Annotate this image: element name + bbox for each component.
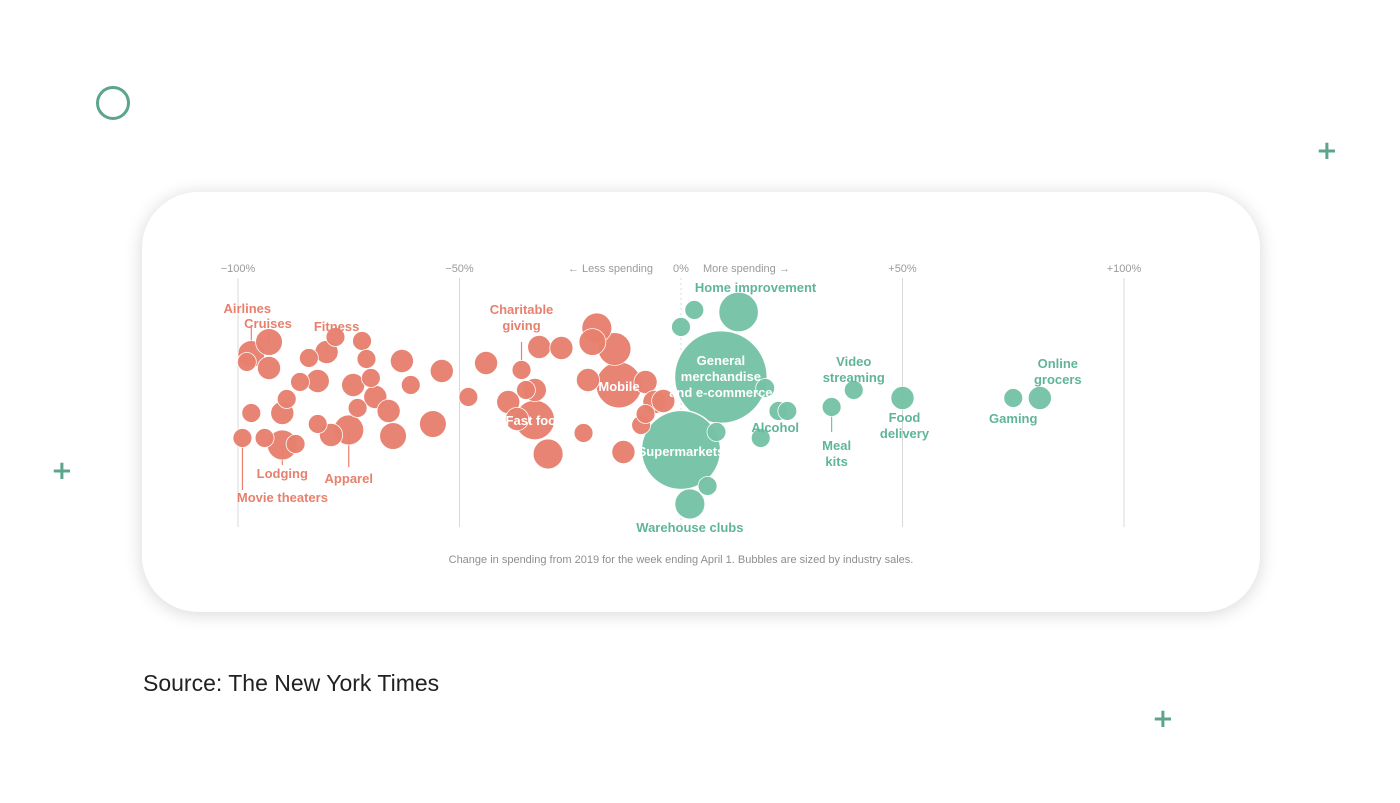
- data-label: giving: [502, 318, 540, 333]
- bubble-food-delivery: [890, 385, 915, 411]
- bubble-meal-kits: [821, 397, 842, 417]
- bubble: [254, 428, 275, 448]
- bubble: [257, 355, 282, 381]
- bubble: [325, 327, 346, 347]
- source-caption: Source: The New York Times: [143, 670, 440, 696]
- bubble-gaming: [1003, 388, 1024, 408]
- bubble: [633, 369, 658, 395]
- bubble: [290, 372, 310, 392]
- data-label: Meal: [822, 438, 851, 453]
- bubble: [236, 352, 257, 372]
- data-label: Gaming: [989, 411, 1037, 426]
- data-label: Online: [1038, 356, 1078, 371]
- bubble: [527, 334, 552, 360]
- bubble: [458, 387, 479, 407]
- data-label: Fast food: [506, 413, 565, 428]
- bubble: [352, 331, 372, 351]
- bubble-charitable-giving: [511, 360, 532, 380]
- bubble: [684, 300, 705, 320]
- bubble: [532, 438, 564, 470]
- bubble: [573, 423, 594, 443]
- plus-icon: +: [1316, 136, 1338, 166]
- bubble: [379, 422, 407, 450]
- data-label: Home improvement: [695, 280, 817, 295]
- bubble: [578, 328, 607, 356]
- bubble-supermarkets: [640, 409, 722, 491]
- data-label: Charitable: [490, 302, 554, 317]
- data-label: grocers: [1034, 372, 1082, 387]
- data-label: kits: [825, 454, 847, 469]
- bubble: [419, 410, 447, 438]
- data-label: Airlines: [223, 301, 271, 316]
- plus-icon: +: [51, 456, 73, 486]
- data-label: delivery: [880, 426, 930, 441]
- data-label: Video: [836, 354, 871, 369]
- data-label: merchandise: [681, 369, 761, 384]
- x-tick-label: +100%: [1107, 263, 1142, 275]
- bubble: [429, 358, 454, 384]
- bubble: [285, 434, 306, 454]
- bubble-home-improvement: [717, 291, 760, 333]
- x-tick-label: +50%: [888, 263, 917, 275]
- bubble: [516, 380, 536, 400]
- bubble: [575, 367, 600, 393]
- bubble: [299, 348, 319, 368]
- bubble: [611, 439, 636, 465]
- bubble-alcohol: [755, 378, 776, 398]
- decorative-circle: [96, 86, 130, 120]
- bubble: [400, 375, 421, 395]
- x-tick-label: −100%: [221, 263, 256, 275]
- data-label: Alcohol: [751, 420, 799, 435]
- bubble-online-grocers: [1027, 385, 1052, 411]
- bubble: [635, 404, 656, 424]
- bubble-movie-theaters: [232, 428, 253, 448]
- bubble: [706, 422, 727, 442]
- data-label: Apparel: [325, 471, 373, 486]
- bubble-cruises: [255, 328, 283, 356]
- data-label: Lodging: [257, 466, 308, 481]
- data-label: Mobile: [598, 379, 639, 394]
- more-spending-label: More spending →: [703, 263, 790, 275]
- chart-note: Change in spending from 2019 for the wee…: [449, 554, 914, 566]
- data-label: streaming: [823, 370, 885, 385]
- bubble: [671, 317, 691, 337]
- data-label: Movie theaters: [237, 490, 328, 505]
- bubble: [361, 368, 381, 388]
- plus-icon: +: [1152, 704, 1174, 734]
- bubble: [307, 414, 328, 434]
- x-tick-label: −50%: [445, 263, 474, 275]
- chart-card: −100% −50% 0% +50% +100% ← Less spending More …: [142, 192, 1260, 612]
- data-label: Cruises: [244, 316, 292, 331]
- data-label: Food: [889, 410, 921, 425]
- data-label: Fitness: [314, 319, 360, 334]
- bubble: [376, 398, 401, 424]
- data-label: General: [697, 353, 745, 368]
- bubble: [276, 389, 297, 409]
- bubble: [505, 406, 530, 432]
- bubble: [750, 428, 771, 448]
- bubble: [356, 349, 377, 369]
- bubble: [474, 350, 499, 376]
- x-tick-label: 0%: [673, 263, 689, 275]
- bubble: [549, 335, 574, 361]
- bubble-warehouse-clubs: [674, 488, 706, 520]
- bubble-video-streaming: [843, 380, 864, 400]
- data-label: Supermarkets: [638, 444, 725, 459]
- bubble: [697, 476, 718, 496]
- bubble: [777, 401, 798, 421]
- bubble: [389, 348, 414, 374]
- bubble-chart: −100% −50% 0% +50% +100% ← Less spending More …: [221, 263, 1142, 566]
- bubble: [651, 388, 676, 414]
- data-label: Warehouse clubs: [636, 520, 743, 535]
- data-label: and e-commerce: [669, 385, 772, 400]
- less-spending-label: ← Less spending: [568, 263, 653, 275]
- bubble: [347, 398, 368, 418]
- bubble: [241, 403, 262, 423]
